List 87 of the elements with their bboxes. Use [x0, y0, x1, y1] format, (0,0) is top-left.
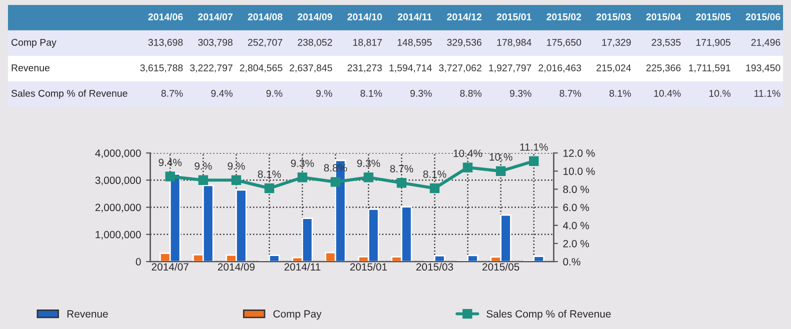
legend-label: Revenue	[67, 310, 108, 318]
text: 1,711,591	[689, 64, 730, 72]
text: 178,984	[497, 38, 532, 47]
y2-tick-label: 4.0 %	[562, 222, 589, 230]
text: 303,798	[198, 38, 232, 47]
x-tick-label: 2014/09	[218, 262, 255, 271]
text: 8.1%	[609, 90, 631, 97]
text: 252,707	[248, 38, 282, 47]
y2-tick-label: 6.0 %	[563, 204, 589, 212]
category-label: 2014/08	[248, 13, 282, 20]
category-label: 2014/09	[298, 13, 332, 20]
y2-tick-label: 10.0 %	[564, 168, 595, 175]
text: 18,817	[353, 38, 382, 47]
category-label: 2015/01	[496, 13, 532, 20]
x-tick-label: 2015/05	[482, 262, 520, 271]
text: 9.%	[316, 90, 332, 97]
data-label: 9.%	[194, 162, 212, 170]
y-tick-label: 3,000,000	[95, 176, 141, 186]
y2-tick-label: 0.%	[563, 258, 580, 266]
category-label: 2015/06	[746, 13, 780, 20]
legend-label: Sales Comp % of Revenue	[486, 310, 611, 320]
text: 3,615,788	[140, 64, 183, 72]
x-tick-label: 2014/07	[152, 262, 188, 271]
text: 10.%	[709, 90, 730, 97]
text: 8.1%	[360, 90, 382, 97]
data-label: 8.1%	[258, 170, 281, 178]
text: 2,016,463	[538, 64, 582, 72]
text: 11.1%	[754, 90, 780, 97]
category-label: Sales Comp % of Revenue	[11, 90, 128, 99]
data-label: 9.4%	[158, 158, 182, 166]
text: 193,450	[746, 64, 780, 72]
category-label: 2014/12	[447, 13, 482, 20]
text: 175,650	[547, 38, 582, 47]
y-tick-label: 2,000,000	[95, 204, 141, 212]
text: 313,698	[148, 38, 183, 47]
y2-tick-label: 12.0 %	[564, 149, 595, 157]
data-label: 8.1%	[423, 170, 446, 178]
text: 8.7%	[560, 90, 582, 97]
y-tick-label: 0	[136, 258, 141, 266]
category-label: 2015/04	[646, 13, 681, 20]
text: 17,329	[602, 38, 631, 47]
legend-label: Comp Pay	[273, 310, 322, 320]
category-label: 2014/06	[148, 13, 183, 20]
text: 9.%	[266, 90, 282, 97]
data-label: 10.4%	[454, 150, 482, 158]
text: 2,804,565	[240, 64, 282, 72]
text: 1,927,797	[489, 64, 532, 72]
data-label: 9.3%	[357, 160, 380, 168]
y2-tick-label: 2.0 %	[563, 240, 589, 248]
y-tick-label: 4,000,000	[95, 149, 141, 158]
text: 9.3%	[510, 90, 532, 97]
text: 3,727,062	[438, 64, 482, 72]
text: 225,366	[646, 64, 681, 72]
text: 238,052	[298, 38, 332, 47]
category-label: 2014/10	[347, 13, 382, 20]
text: 9.3%	[410, 90, 432, 97]
text: 1,594,714	[390, 64, 432, 72]
text: 3,222,797	[190, 64, 232, 72]
text: 231,273	[348, 64, 382, 72]
data-label: 11.1%	[520, 143, 548, 151]
category-label: 2015/02	[546, 13, 582, 20]
category-label: Revenue	[12, 64, 50, 72]
x-tick-label: 2015/01	[350, 262, 387, 271]
data-label: 9.%	[228, 162, 245, 170]
category-label: Comp Pay	[12, 38, 56, 48]
text: 329,536	[447, 38, 482, 47]
text: 23,535	[652, 38, 681, 47]
text: 10.4%	[654, 90, 681, 97]
data-label: 9.3%	[291, 160, 314, 168]
y-tick-label: 1,000,000	[96, 230, 141, 240]
text: 21,496	[751, 38, 780, 47]
text: 8.8%	[460, 90, 482, 97]
data-label: 10.%	[490, 153, 512, 161]
text: 171,905	[696, 38, 730, 47]
text: 2,637,845	[290, 64, 332, 72]
category-label: 2015/05	[696, 13, 731, 20]
text: 215,024	[596, 64, 631, 72]
x-tick-label: 2014/11	[284, 262, 320, 271]
category-label: 2015/03	[596, 13, 631, 20]
y2-tick-label: 8.0 %	[563, 186, 589, 194]
text: 8.7%	[161, 90, 183, 97]
category-label: 2014/11	[398, 13, 432, 20]
text: 9.4%	[211, 90, 233, 97]
text: 148,595	[398, 38, 432, 47]
data-label: 8.7%	[390, 165, 414, 172]
x-tick-label: 2015/03	[416, 262, 454, 271]
category-label: 2014/07	[198, 13, 232, 20]
